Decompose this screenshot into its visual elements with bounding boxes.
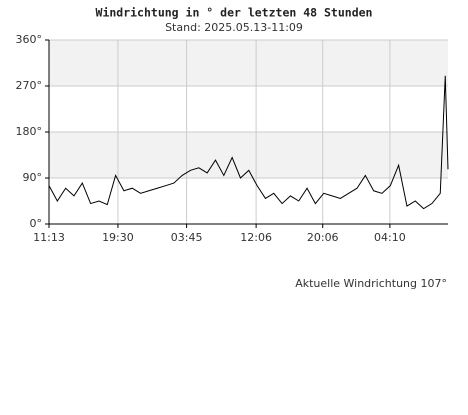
chart-title: Windrichtung in ° der letzten 48 Stunden [96,6,373,20]
x-tick-label: 12:06 [240,231,272,244]
x-tick-label: 04:10 [374,231,406,244]
y-tick-label: 0° [30,217,43,230]
y-tick-label: 180° [16,125,43,138]
x-tick-label: 03:45 [171,231,203,244]
band [49,40,448,86]
x-tick-label: 11:13 [33,231,65,244]
chart-subtitle: Stand: 2025.05.13-11:09 [165,21,303,34]
x-tick-label: 20:06 [307,231,339,244]
y-tick-label: 90° [23,171,43,184]
annotation: Aktuelle Windrichtung 107° [295,277,447,290]
x-tick-label: 19:30 [102,231,134,244]
line [48,75,449,210]
y-tick-label: 270° [16,79,43,92]
y-tick-label: 360° [16,33,43,46]
